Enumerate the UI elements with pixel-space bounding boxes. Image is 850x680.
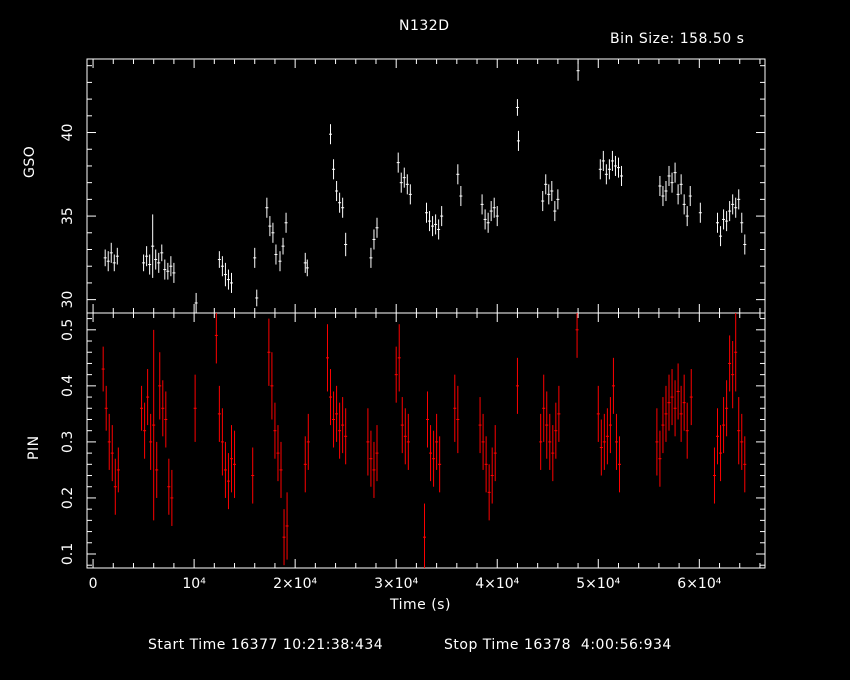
y-tick-label: 0.1 xyxy=(60,543,76,565)
x-tick-label: 3×10⁴ xyxy=(374,576,418,592)
y-tick-label: 35 xyxy=(60,207,76,225)
stop-time-label: Stop Time 16378 4:00:56:934 xyxy=(444,637,672,653)
bin-size-label: Bin Size: 158.50 s xyxy=(610,31,744,47)
x-tick-label: 4×10⁴ xyxy=(475,576,519,592)
y-tick-label: 0.5 xyxy=(60,319,76,341)
start-time-label: Start Time 16377 10:21:38:434 xyxy=(148,637,383,653)
y-tick-label: 0.4 xyxy=(60,375,76,397)
x-tick-label: 10⁴ xyxy=(182,576,206,592)
chart-title: N132D xyxy=(399,18,449,34)
y-tick-label: 40 xyxy=(60,124,76,142)
y-tick-label: 0.3 xyxy=(60,431,76,453)
x-tick-label: 6×10⁴ xyxy=(677,576,721,592)
x-tick-label: 5×10⁴ xyxy=(576,576,620,592)
x-axis-label: Time (s) xyxy=(390,597,451,613)
y-axis-label-pin: PIN xyxy=(26,435,42,460)
x-tick-label: 0 xyxy=(89,576,98,592)
y-tick-label: 30 xyxy=(60,291,76,309)
y-tick-label: 0.2 xyxy=(60,487,76,509)
y-axis-label-gso: GSO xyxy=(22,146,38,178)
x-tick-label: 2×10⁴ xyxy=(273,576,317,592)
